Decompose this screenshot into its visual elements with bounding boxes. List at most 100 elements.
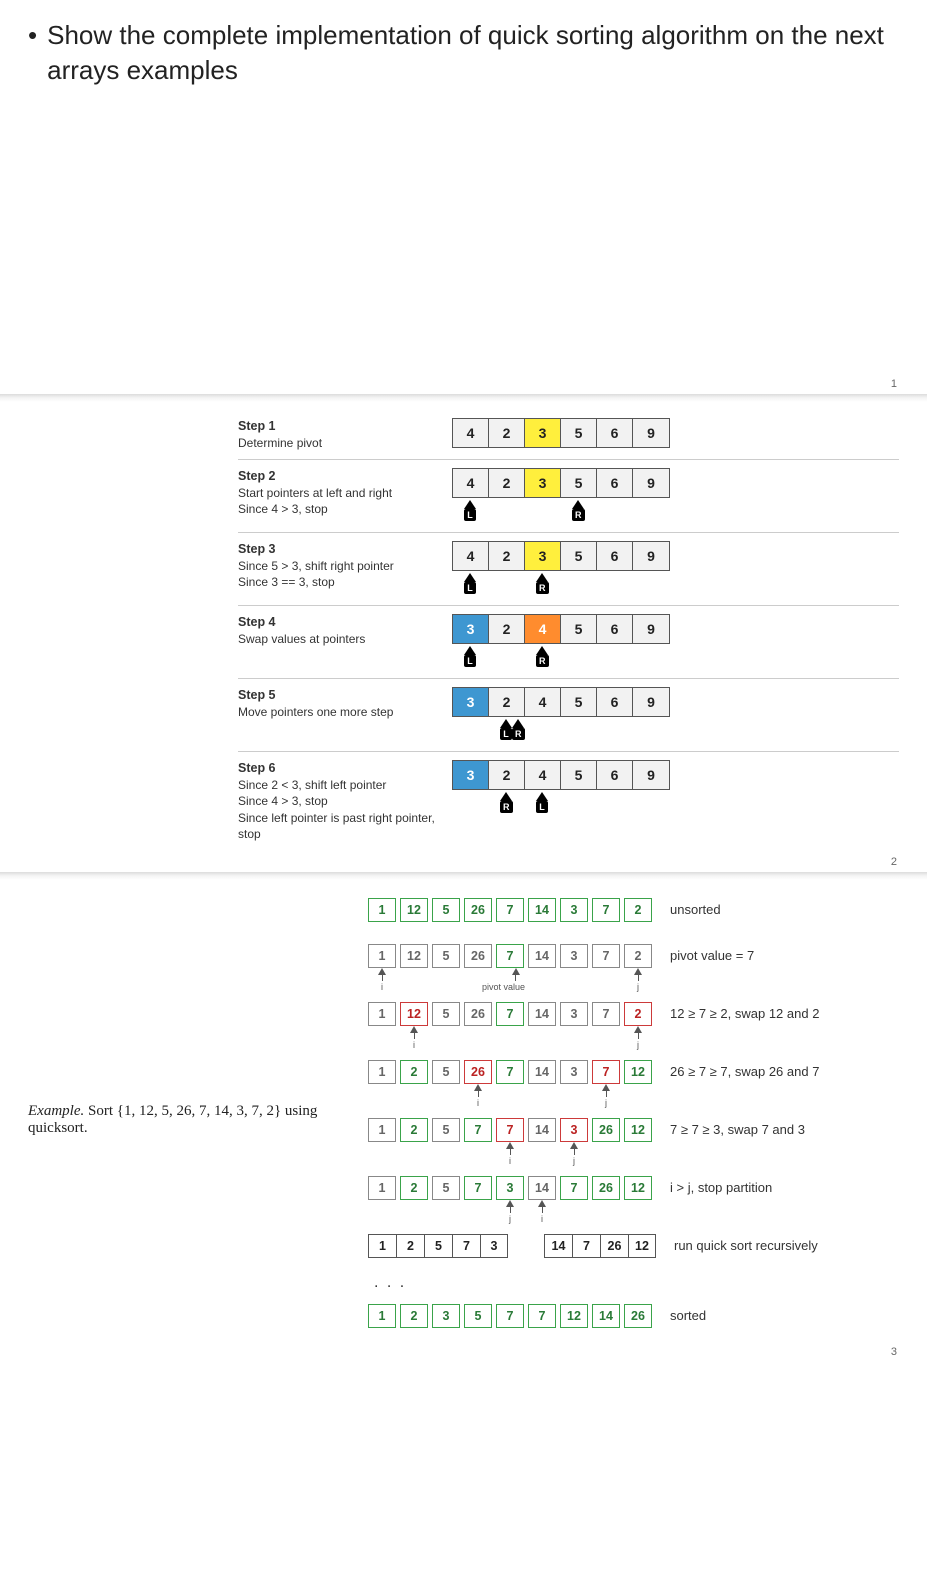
array-cells: 324569 — [452, 614, 670, 644]
qs-cell: 26 — [464, 1002, 492, 1026]
step-title: Step 1 — [238, 418, 438, 435]
pointer-label: L — [500, 728, 512, 740]
qs-cells: 112526714372 — [368, 944, 652, 968]
step-line: Since 5 > 3, shift right pointer — [238, 558, 438, 574]
array-cell: 3 — [525, 419, 561, 447]
arrow-up-icon — [538, 1200, 546, 1207]
qs-row: 112526714372unsorted — [368, 898, 899, 922]
qs-cell: 7 — [592, 898, 620, 922]
qs-cell: 7 — [496, 1118, 524, 1142]
pointer-label: R — [536, 655, 549, 667]
qs-cell: 3 — [560, 1060, 588, 1084]
qs-cells-col: 125267143712ij — [368, 1060, 652, 1104]
arrow-up-icon — [512, 719, 524, 728]
qs-cell: 2 — [400, 1060, 428, 1084]
qs-cell: 26 — [624, 1304, 652, 1328]
array-cell: 6 — [597, 615, 633, 643]
array-cell: 4 — [453, 419, 489, 447]
qs-row-label: 7 ≥ 7 ≥ 3, swap 7 and 3 — [652, 1118, 805, 1137]
pointer-stem — [638, 975, 639, 981]
pointer-text: i — [477, 1098, 479, 1108]
qs-pointer: i — [506, 1142, 514, 1166]
array-cell: 5 — [561, 615, 597, 643]
pointer-text: i — [509, 1156, 511, 1166]
step-line: Determine pivot — [238, 435, 438, 451]
arrow-up-icon — [536, 646, 548, 655]
example-caption: Example. Sort {1, 12, 5, 26, 7, 14, 3, 7… — [28, 1093, 368, 1147]
step-text: Step 3Since 5 > 3, shift right pointerSi… — [238, 541, 438, 590]
qs-cell: 5 — [432, 1176, 460, 1200]
qs-cell: 5 — [432, 944, 460, 968]
qs-cell: 1 — [368, 1060, 396, 1084]
qs-row-label: sorted — [652, 1304, 706, 1323]
qs-cell: 7 — [496, 1060, 524, 1084]
qs-row: 125731472612run quick sort recursively — [368, 1234, 899, 1258]
arrow-up-icon — [378, 968, 386, 975]
arrow-up-icon — [464, 500, 476, 509]
qs-cell: 2 — [624, 1002, 652, 1026]
array-cell: 9 — [633, 419, 669, 447]
step-visual: 324569LR — [438, 687, 670, 743]
qs-cell: 14 — [544, 1234, 572, 1258]
pointer-r: R — [500, 792, 513, 813]
pointer-r: R — [572, 500, 585, 521]
qs-pointer: j — [634, 1026, 642, 1050]
pointer-text: j — [573, 1156, 575, 1166]
qs-cell: 3 — [480, 1234, 508, 1258]
qs-cell: 2 — [400, 1118, 428, 1142]
step-text: Step 4Swap values at pointers — [238, 614, 438, 647]
arrow-up-icon — [572, 500, 584, 509]
bullet-icon: • — [28, 18, 37, 51]
qs-cell: 14 — [528, 1060, 556, 1084]
array-cells: 423569 — [452, 418, 670, 448]
qs-pointer: i — [410, 1026, 418, 1050]
pointer-r: R — [536, 573, 549, 594]
array-cell: 9 — [633, 542, 669, 570]
qs-cells: 125267143712 — [368, 1060, 652, 1084]
array-cells: 324569 — [452, 760, 670, 790]
qs-cell: 2 — [400, 1304, 428, 1328]
qs-cell: 12 — [628, 1234, 656, 1258]
pointer-row: LR — [452, 644, 670, 670]
arrow-up-icon — [536, 573, 548, 582]
arrow-up-icon — [464, 573, 476, 582]
qs-cell: 12 — [624, 1118, 652, 1142]
pointer-l: L — [464, 573, 476, 594]
array-cell: 6 — [597, 419, 633, 447]
pointer-l: L — [500, 719, 512, 740]
array-cell: 6 — [597, 688, 633, 716]
arrow-up-icon — [474, 1084, 482, 1091]
qs-row: 112526714372ij12 ≥ 7 ≥ 2, swap 12 and 2 — [368, 1002, 899, 1046]
step-row: Step 2Start pointers at left and rightSi… — [238, 459, 899, 532]
pointer-text: j — [637, 982, 639, 992]
pointer-l: L — [536, 792, 548, 813]
pointer-label: R — [572, 509, 585, 521]
qs-cells-col: 125771432612ij — [368, 1118, 652, 1162]
qs-pointer: i — [378, 968, 386, 992]
pointer-stem — [510, 1149, 511, 1155]
qs-row: 125731472612jii > j, stop partition — [368, 1176, 899, 1220]
pointer-text: j — [509, 1214, 511, 1224]
arrow-up-icon — [506, 1200, 514, 1207]
pointer-text: pivot value — [482, 982, 525, 992]
pointer-text: i — [381, 982, 383, 992]
slide-divider — [0, 394, 927, 402]
array-cell: 5 — [561, 419, 597, 447]
qs-cell: 1 — [368, 898, 396, 922]
pointer-r: R — [536, 646, 549, 667]
arrow-up-icon — [500, 719, 512, 728]
qs-cell: 7 — [592, 944, 620, 968]
step-title: Step 5 — [238, 687, 438, 704]
qs-cell: 7 — [572, 1234, 600, 1258]
qs-cell: 3 — [560, 898, 588, 922]
qs-cell: 12 — [624, 1060, 652, 1084]
pointer-label: R — [500, 801, 513, 813]
step-visual: 423569 — [438, 418, 670, 448]
array-cell: 3 — [453, 688, 489, 716]
qs-pointer: i — [538, 1200, 546, 1224]
array-cell: 2 — [489, 615, 525, 643]
qs-cell: 5 — [432, 1060, 460, 1084]
pointer-stem — [382, 975, 383, 981]
array-cells: 324569 — [452, 687, 670, 717]
step-line: Since 4 > 3, stop — [238, 501, 438, 517]
